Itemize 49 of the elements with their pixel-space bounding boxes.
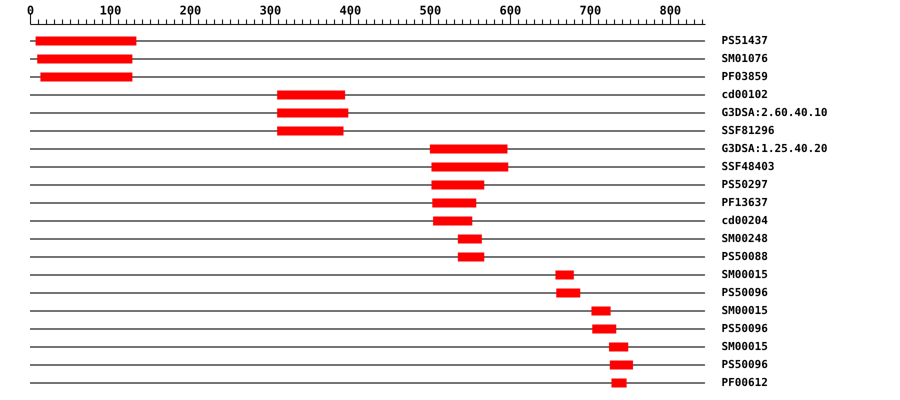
y-tick-label: PS50297 [722, 178, 768, 191]
bar [609, 342, 628, 352]
x-tick-label: 600 [500, 4, 522, 18]
bar [591, 306, 611, 316]
y-tick-label: PF03859 [722, 70, 768, 83]
y-tick-label: SM00015 [722, 268, 768, 281]
bar [592, 324, 616, 334]
x-tick-label: 800 [659, 4, 682, 18]
y-tick-label: cd00204 [722, 214, 768, 227]
bar [610, 360, 634, 370]
y-tick-label: SM00015 [722, 304, 768, 317]
y-tick-label: SSF48403 [722, 160, 774, 173]
bar [556, 288, 580, 298]
bar [431, 180, 484, 190]
bar [277, 108, 348, 118]
bar [37, 54, 132, 64]
y-tick-label: PS50096 [722, 322, 768, 335]
y-tick-label: PF13637 [722, 196, 768, 209]
bar [277, 90, 346, 100]
bar [431, 162, 508, 172]
y-tick-label: PS50096 [722, 286, 768, 299]
y-tick-label: SM00248 [722, 232, 768, 245]
x-tick-label: 100 [100, 4, 122, 18]
bar [433, 216, 472, 226]
bar [432, 198, 476, 208]
bar [458, 234, 482, 244]
x-tick-label: 400 [340, 4, 362, 18]
y-tick-label: PS50096 [722, 358, 768, 371]
bar [277, 126, 344, 136]
y-tick-label: PS50088 [722, 250, 768, 263]
x-tick-label: 700 [579, 4, 602, 18]
bar [40, 72, 132, 82]
bar [611, 378, 627, 388]
bar [430, 144, 508, 154]
y-tick-label: SM00015 [722, 340, 768, 353]
bar [555, 270, 574, 280]
y-tick-label: G3DSA:2.60.40.10 [722, 106, 828, 119]
x-tick-label: 500 [420, 4, 442, 18]
y-tick-label: SSF81296 [722, 124, 775, 137]
y-tick-label: SM01076 [722, 52, 768, 65]
x-tick-label: 300 [260, 4, 282, 18]
y-tick-label: cd00102 [722, 88, 768, 101]
bar [458, 252, 484, 262]
bar [36, 36, 136, 46]
x-tick-label: 0 [26, 4, 34, 18]
y-tick-label: PF00612 [722, 376, 768, 389]
x-tick-label: 200 [180, 4, 202, 18]
y-tick-label: G3DSA:1.25.40.20 [722, 142, 828, 155]
y-tick-label: PS51437 [722, 34, 768, 47]
